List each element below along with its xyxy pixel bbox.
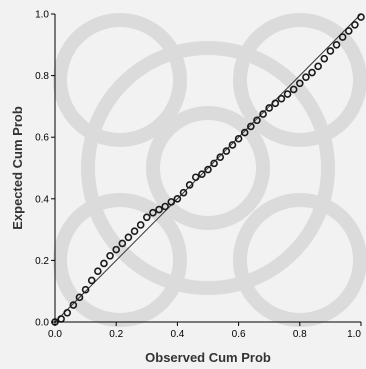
data-point [259, 110, 267, 118]
y-tick-label: 0.2 [35, 256, 49, 267]
data-point [118, 239, 127, 248]
x-tick-label: 0.8 [293, 329, 307, 340]
data-point [191, 173, 200, 182]
data-point [161, 202, 169, 211]
data-point [124, 233, 133, 242]
y-ticks: 0.0 0.2 0.4 0.6 0.8 1.0 [35, 10, 55, 329]
data-point [314, 62, 322, 71]
y-tick-label: 1.0 [35, 10, 49, 21]
data-point [81, 285, 90, 294]
data-point [289, 85, 298, 94]
reference-line [54, 13, 362, 323]
data-point [240, 128, 249, 137]
y-tick-label: 0.6 [35, 133, 49, 144]
x-ticks: 0.0 0.2 0.4 0.6 0.8 1.0 [48, 322, 362, 340]
data-point [155, 205, 163, 214]
data-point [344, 27, 353, 35]
data-point [94, 267, 102, 275]
data-point [136, 221, 145, 229]
data-point [228, 141, 237, 149]
data-point [87, 276, 96, 285]
y-tick-label: 0.0 [35, 318, 49, 329]
data-point [234, 134, 243, 143]
data-point [247, 122, 255, 131]
data-point [75, 293, 84, 302]
data-point [351, 20, 359, 29]
data-point [63, 308, 72, 317]
data-point [265, 104, 274, 112]
data-point [271, 99, 280, 108]
data-point [198, 170, 206, 178]
y-axis-title: Expected Cum Prob [10, 106, 25, 230]
data-point [277, 94, 286, 103]
y-tick-label: 0.8 [35, 71, 49, 82]
data-point [143, 213, 151, 222]
x-tick-label: 0.2 [109, 329, 123, 340]
data-point [253, 116, 261, 125]
x-tick-label: 0.0 [48, 329, 62, 340]
data-point [326, 47, 335, 55]
data-point [295, 79, 304, 88]
data-point [130, 227, 139, 235]
watermark-pattern [53, 13, 366, 327]
data-point [338, 33, 347, 41]
x-tick-label: 0.6 [232, 329, 246, 340]
data-point [167, 198, 176, 206]
x-axis-title: Observed Cum Prob [145, 350, 271, 365]
data-point [112, 245, 120, 254]
data-point [185, 181, 194, 189]
axes [54, 14, 361, 323]
data-point [106, 251, 114, 260]
data-point [100, 259, 108, 268]
data-point [179, 188, 188, 197]
data-point [308, 68, 316, 77]
data-point [173, 195, 182, 203]
data-point [357, 13, 365, 21]
data-point [332, 40, 341, 49]
data-point [302, 73, 310, 81]
data-point [283, 90, 292, 98]
data-point [320, 54, 329, 63]
data-point [204, 165, 212, 174]
y-tick-label: 0.4 [35, 194, 49, 205]
data-point [216, 153, 225, 162]
x-tick-label: 0.4 [170, 329, 184, 340]
data-point [69, 301, 78, 309]
data-point [222, 147, 231, 155]
data-point [210, 159, 218, 168]
data-point [149, 208, 157, 217]
x-tick-label: 1.0 [347, 329, 361, 340]
